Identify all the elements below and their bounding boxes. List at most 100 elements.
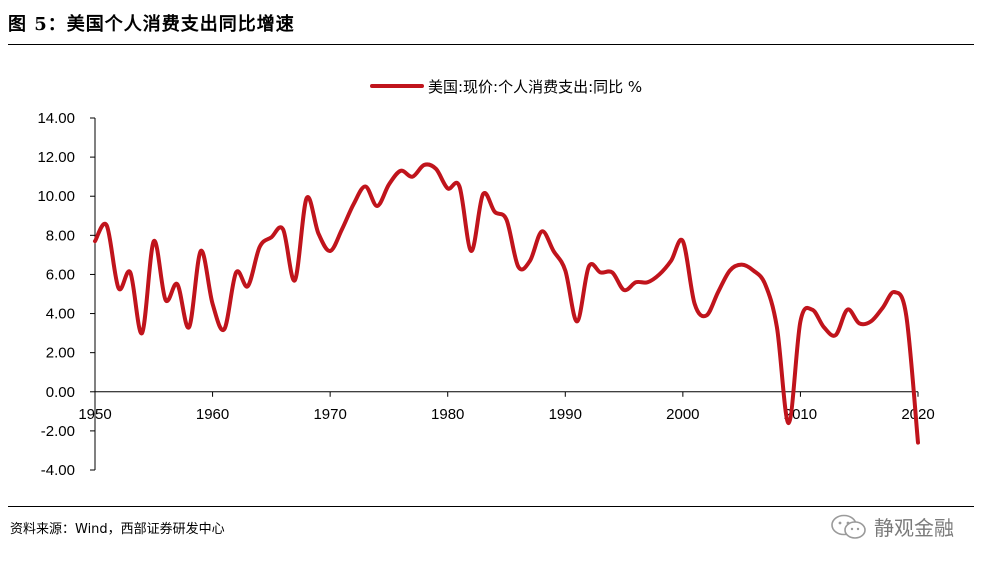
data-point — [716, 290, 720, 294]
data-point — [528, 259, 532, 263]
data-point — [199, 249, 203, 253]
x-tick-label: 2000 — [666, 406, 699, 423]
data-point — [563, 269, 567, 273]
source-note: 资料来源：Wind，西部证券研发中心 — [10, 522, 225, 537]
data-point — [128, 270, 132, 274]
data-point — [552, 249, 556, 253]
data-point — [293, 278, 297, 282]
data-point — [904, 314, 908, 318]
x-tick-label: 1980 — [431, 406, 464, 423]
data-point — [892, 290, 896, 294]
data-point — [422, 163, 426, 167]
x-tick-label: 2020 — [901, 406, 934, 423]
data-point — [187, 325, 191, 329]
data-point — [140, 331, 144, 335]
x-tick-label: 1970 — [313, 406, 346, 423]
data-point — [775, 325, 779, 329]
data-point — [269, 235, 273, 239]
data-point — [610, 270, 614, 274]
x-tick-label: 1990 — [549, 406, 582, 423]
x-tick-labels: 1950 1960 1970 1980 1990 2000 2010 2020 — [78, 406, 934, 423]
data-point — [211, 302, 215, 306]
data-point — [281, 227, 285, 231]
data-point — [916, 441, 920, 445]
data-point — [657, 272, 661, 276]
data-point — [587, 265, 591, 269]
data-point — [375, 204, 379, 208]
y-tick-label: 14.00 — [37, 110, 75, 127]
x-tick-label: 1950 — [78, 406, 111, 423]
y-tick-label: 12.00 — [37, 149, 75, 166]
data-point — [493, 210, 497, 214]
data-point — [258, 245, 262, 249]
chart-points — [93, 163, 920, 445]
data-point — [763, 282, 767, 286]
chart-legend: 美国:现价:个人消费支出:同比 % — [370, 78, 642, 96]
data-point — [693, 302, 697, 306]
data-point — [728, 269, 732, 273]
data-point — [740, 263, 744, 267]
data-point — [869, 319, 873, 323]
line-chart: 14.00 12.00 10.00 8.00 6.00 4.00 2.00 0.00 -2.00… — [37, 78, 934, 479]
data-point — [704, 314, 708, 318]
y-tick-label: 2.00 — [46, 345, 75, 362]
watermark: 静观金融 — [830, 512, 954, 541]
data-point — [834, 333, 838, 337]
y-tick-label: 8.00 — [46, 227, 75, 244]
data-point — [234, 270, 238, 274]
data-point — [105, 224, 109, 228]
data-point — [387, 182, 391, 186]
data-point — [622, 288, 626, 292]
data-point — [575, 319, 579, 323]
data-point — [316, 231, 320, 235]
data-point — [399, 169, 403, 173]
data-point — [222, 327, 226, 331]
footer-divider — [8, 506, 974, 507]
figure-title: 图 5：美国个人消费支出同比增速 — [8, 14, 295, 35]
legend-label: 美国:现价:个人消费支出:同比 % — [428, 78, 642, 96]
data-point — [845, 308, 849, 312]
data-point — [599, 270, 603, 274]
data-point — [822, 325, 826, 329]
chart-axes — [90, 117, 919, 471]
series-line — [93, 162, 920, 445]
data-point — [681, 239, 685, 243]
data-point — [646, 280, 650, 284]
data-point — [481, 192, 485, 196]
data-point — [457, 184, 461, 188]
watermark-text: 静观金融 — [874, 516, 954, 540]
data-point — [881, 306, 885, 310]
data-point — [634, 280, 638, 284]
data-point — [93, 239, 97, 243]
data-point — [340, 227, 344, 231]
data-point — [751, 269, 755, 273]
data-point — [810, 308, 814, 312]
data-point — [175, 282, 179, 286]
y-tick-labels: 14.00 12.00 10.00 8.00 6.00 4.00 2.00 0.00 -2.00… — [37, 110, 75, 479]
data-point — [410, 175, 414, 179]
data-point — [305, 196, 309, 200]
data-point — [246, 284, 250, 288]
data-point — [328, 249, 332, 253]
data-point — [446, 186, 450, 190]
x-tick-label: 1960 — [196, 406, 229, 423]
chart-series — [93, 162, 920, 445]
data-point — [469, 249, 473, 253]
data-point — [798, 319, 802, 323]
y-tick-label: 0.00 — [46, 384, 75, 401]
data-point — [787, 421, 791, 425]
data-point — [857, 321, 861, 325]
data-point — [505, 218, 509, 222]
title-divider — [8, 44, 974, 45]
y-tick-label: 10.00 — [37, 188, 75, 205]
data-point — [434, 167, 438, 171]
y-tick-label: -2.00 — [41, 423, 75, 440]
data-point — [152, 239, 156, 243]
y-tick-label: 6.00 — [46, 266, 75, 283]
data-point — [540, 229, 544, 233]
data-point — [669, 259, 673, 263]
y-tick-label: 4.00 — [46, 306, 75, 323]
data-point — [117, 286, 121, 290]
data-point — [516, 265, 520, 269]
data-point — [164, 298, 168, 302]
